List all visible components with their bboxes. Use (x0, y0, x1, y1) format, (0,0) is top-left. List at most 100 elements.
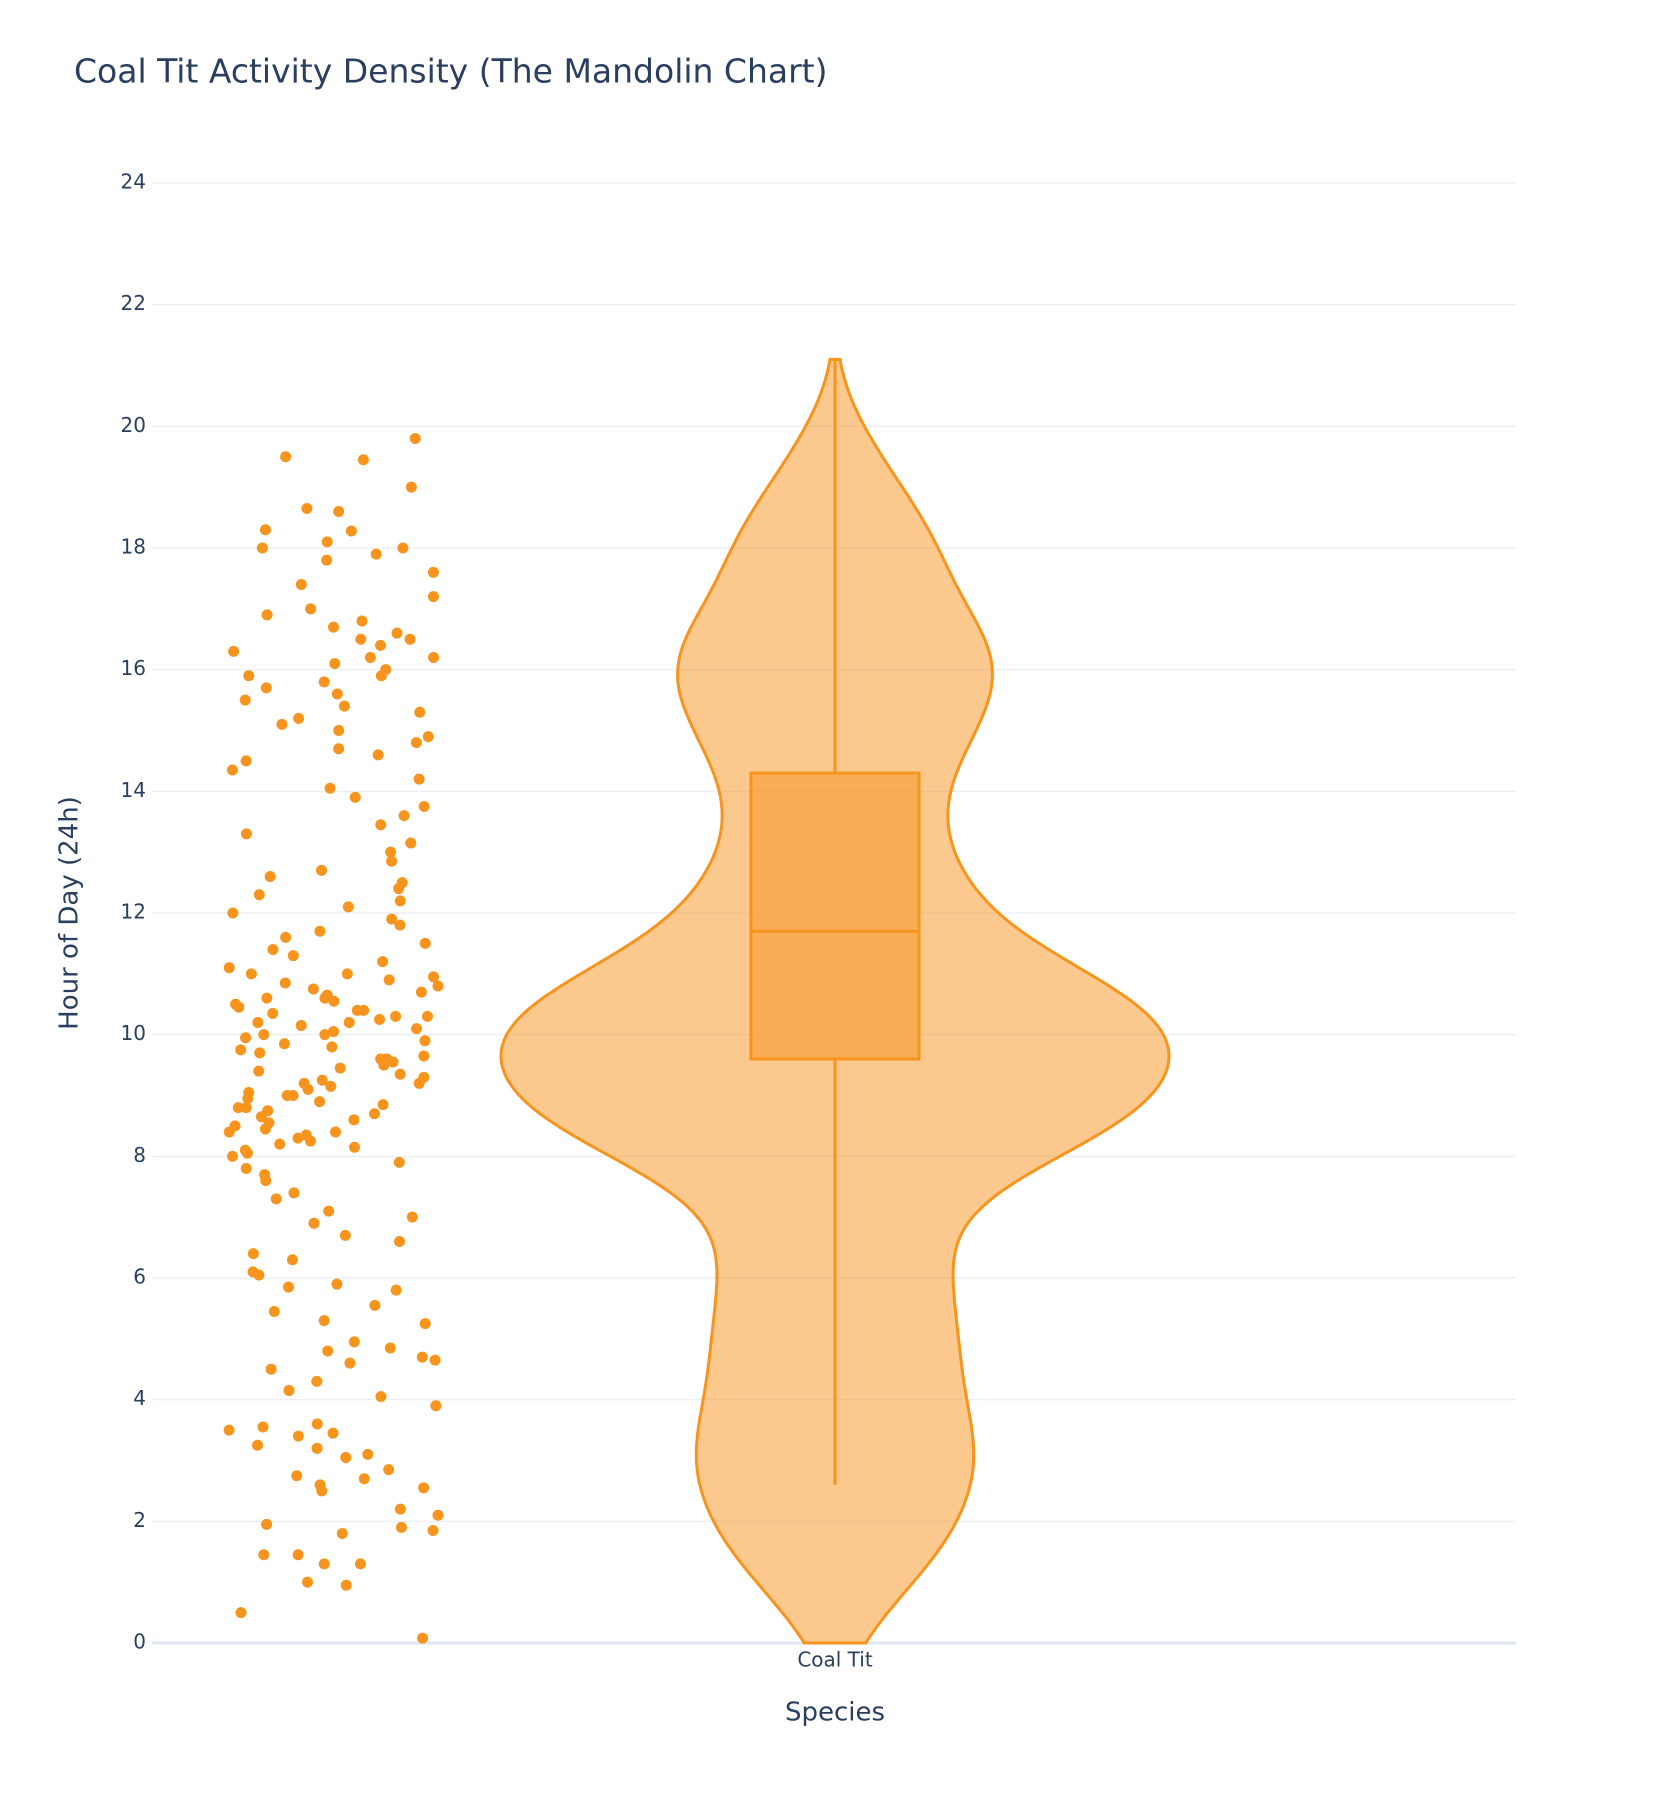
point (258, 1549, 270, 1561)
y-tick-label: 22 (121, 291, 146, 315)
x-axis-title: Species (785, 1698, 885, 1728)
point (230, 998, 242, 1010)
point (263, 1117, 275, 1129)
point (404, 633, 416, 645)
y-tick-label: 4 (133, 1386, 146, 1410)
point (292, 1549, 304, 1561)
point (329, 658, 341, 670)
chart-title: Coal Tit Activity Density (The Mandolin … (74, 52, 828, 91)
point (240, 828, 252, 840)
point (380, 664, 392, 676)
point (228, 645, 240, 657)
point (391, 627, 403, 639)
point (280, 931, 292, 943)
y-tick-label: 6 (133, 1265, 146, 1289)
point (349, 791, 361, 803)
point (311, 1418, 323, 1430)
point (348, 1141, 360, 1153)
point (265, 1363, 277, 1375)
point (235, 1044, 247, 1056)
point (340, 1451, 352, 1463)
point (390, 1010, 402, 1022)
point (264, 871, 276, 882)
point (270, 1193, 282, 1205)
point (280, 451, 292, 463)
point (276, 718, 288, 730)
point (427, 1524, 439, 1536)
point (411, 1023, 423, 1035)
point (300, 1129, 312, 1141)
point (334, 1062, 346, 1074)
point (419, 937, 431, 949)
point (422, 731, 434, 743)
point (396, 877, 408, 889)
point (428, 971, 440, 983)
point (274, 1138, 286, 1150)
point (398, 810, 410, 822)
point (298, 1077, 310, 1089)
point (364, 652, 376, 663)
point (427, 566, 439, 578)
point (394, 1236, 406, 1247)
point (243, 1086, 255, 1098)
point (405, 837, 417, 849)
point (239, 694, 251, 706)
point (397, 542, 409, 554)
point (413, 773, 425, 785)
point (333, 725, 345, 736)
point (418, 1482, 430, 1494)
point (267, 1007, 279, 1019)
point (305, 603, 317, 615)
y-tick-label: 8 (133, 1143, 146, 1167)
point (333, 506, 345, 517)
point (307, 983, 319, 995)
point (418, 1050, 430, 1062)
point (318, 676, 330, 688)
point (375, 639, 387, 651)
point (243, 670, 255, 682)
point (357, 454, 369, 466)
point (254, 1047, 266, 1059)
point (336, 1528, 348, 1539)
point (223, 962, 235, 974)
point (287, 1090, 299, 1101)
point (417, 1632, 429, 1644)
point (318, 1558, 330, 1570)
point (240, 1102, 252, 1114)
point (327, 1026, 339, 1038)
point (227, 907, 239, 919)
point (308, 1217, 320, 1229)
point (345, 525, 357, 537)
y-axis-title: Hour of Day (24h) (55, 796, 85, 1030)
point (328, 621, 340, 633)
point (409, 433, 421, 444)
point (419, 1318, 431, 1330)
point (267, 944, 279, 955)
point (331, 688, 343, 700)
point (321, 554, 333, 566)
point (321, 536, 333, 548)
point (330, 1126, 342, 1138)
point (340, 1579, 352, 1591)
point (377, 1099, 389, 1111)
point (252, 1017, 264, 1028)
point (259, 524, 271, 536)
point (430, 1400, 442, 1412)
point (268, 1305, 280, 1317)
point (343, 1017, 355, 1028)
point (245, 968, 257, 980)
y-tick-label: 14 (121, 778, 146, 802)
point (355, 633, 367, 645)
point (327, 1427, 339, 1439)
point (291, 1470, 303, 1482)
point (311, 1442, 323, 1454)
point (362, 1448, 374, 1460)
point (375, 1391, 387, 1403)
point (227, 1150, 239, 1162)
point (369, 1299, 381, 1311)
point (326, 1041, 338, 1053)
point (338, 700, 350, 712)
point (325, 1080, 337, 1092)
point (316, 1074, 328, 1086)
